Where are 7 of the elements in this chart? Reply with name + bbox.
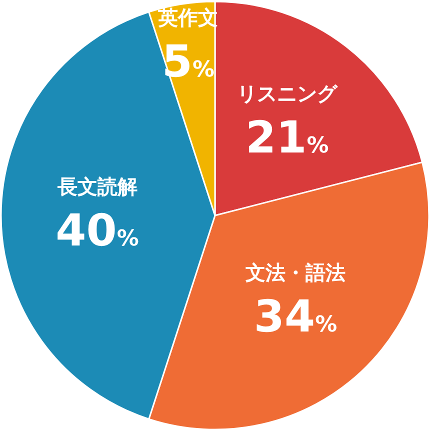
slice-label: 文法・語法 [244,260,346,284]
data-label: 21% [246,112,329,164]
slice-label: リスニング [237,82,338,106]
data-label: 34% [254,291,338,342]
slice-label: 長文読解 [56,174,138,198]
data-label: 5% [162,36,215,88]
data-label: 40% [56,206,139,256]
